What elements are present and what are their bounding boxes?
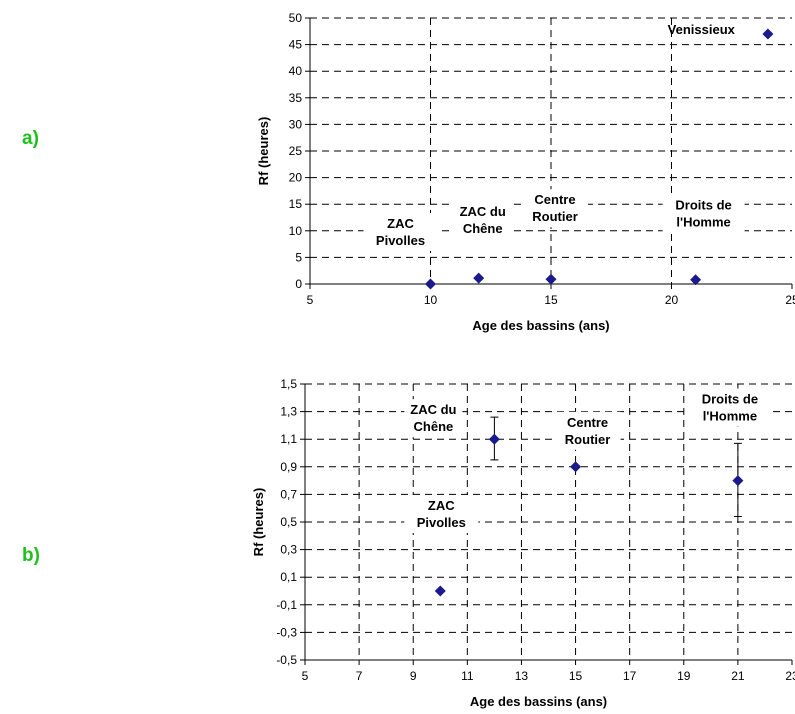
point-label-line: Droits de [702,392,758,407]
y-tick-label: 45 [289,38,303,52]
point-label: ZAC du Chêne [410,402,456,434]
point-label: ZAC Pivolles [376,216,425,248]
point-label-line: ZAC du [410,402,456,417]
y-tick-label: 0,3 [280,543,297,557]
x-tick-label: 20 [665,293,679,307]
point-label-line: Venissieux [668,22,736,37]
x-tick-label: 13 [515,669,529,683]
y-tick-label: -0,1 [276,598,297,612]
label-background [363,213,438,251]
y-tick-label: 0,7 [280,487,297,501]
y-tick-label: 1,5 [280,377,297,391]
label-background [453,201,512,240]
data-point [425,278,436,290]
x-axis-title: Age des bassins (ans) [470,694,607,709]
x-tick-label: 5 [307,293,314,307]
x-tick-label: 5 [302,669,309,683]
label-background [404,399,463,438]
data-point [762,28,774,40]
y-tick-label: -0,3 [276,625,297,639]
y-tick-label: 0,9 [280,460,297,474]
x-tick-label: 23 [785,669,795,683]
x-tick-label: 21 [731,669,745,683]
point-label-line: ZAC [428,498,455,513]
y-tick-label: 50 [289,11,303,25]
y-tick-label: 40 [289,64,303,78]
y-tick-label: 20 [289,171,303,185]
point-label-line: Routier [565,432,611,447]
point-label-line: l'Homme [676,215,730,230]
y-tick-label: 30 [289,117,303,131]
x-tick-label: 10 [424,293,438,307]
y-axis-title: Rf (heures) [251,488,266,557]
data-point [732,475,744,487]
point-label-line: ZAC [387,216,414,231]
x-tick-label: 11 [461,669,474,683]
point-label-line: Chêne [463,221,503,236]
data-point [570,461,582,473]
point-label: ZAC du Chêne [460,204,506,236]
point-label-line: Chêne [414,419,454,434]
point-label: ZAC Pivolles [417,498,466,530]
y-tick-label: 25 [289,144,303,158]
label-background [662,194,745,233]
point-label: Centre Routier [565,415,611,447]
point-label-line: ZAC du [460,204,506,219]
x-tick-label: 25 [785,293,795,307]
data-point [545,273,557,285]
label-background [404,495,479,533]
x-tick-label: 15 [569,669,583,683]
data-point [488,433,500,445]
point-label-line: Centre [567,415,608,430]
label-background [554,411,621,450]
y-tick-label: 1,1 [280,432,297,446]
data-point [434,585,446,597]
label-background [688,388,771,427]
y-tick-label: 5 [295,250,302,264]
y-tick-label: 15 [289,197,303,211]
x-tick-label: 9 [410,669,417,683]
point-label-line: Pivolles [376,233,425,248]
label-background [522,189,588,228]
point-label-line: Routier [532,209,578,224]
x-axis-title: Age des bassins (ans) [472,318,609,333]
x-tick-label: 17 [623,669,637,683]
y-axis-title: Rf (heures) [256,117,271,186]
chart-a: 05101520253035404550510152025Age des bas… [256,11,795,333]
y-tick-label: 1,3 [280,405,297,419]
data-point [473,272,485,284]
x-tick-label: 19 [677,669,691,683]
point-label: Venissieux [668,22,736,37]
point-label-line: Droits de [675,198,731,213]
y-tick-label: 0 [295,277,302,291]
y-tick-label: 0,5 [280,515,297,529]
panel-label-b: b) [22,545,40,566]
data-point [690,274,702,286]
point-label-line: Centre [534,192,575,207]
y-tick-label: -0,5 [276,653,297,667]
point-label-line: Pivolles [417,515,466,530]
chart-b: -0,5 -0,3 -0,1 0,1 0,3 0,5 0,7 0,9 1,1 1,3 1,5 5 7 9 1… [251,377,795,709]
x-tick-label: 15 [544,293,558,307]
y-tick-label: 0,1 [280,570,297,584]
x-tick-label: 7 [356,669,363,683]
y-tick-label: 35 [289,91,303,105]
point-label: Droits de l'Homme [702,392,758,424]
point-label-line: l'Homme [703,409,757,424]
y-tick-label: 10 [289,224,303,238]
point-label: Centre Routier [532,192,578,224]
point-label: Droits de l'Homme [675,198,731,230]
panel-label-a: a) [22,128,39,149]
